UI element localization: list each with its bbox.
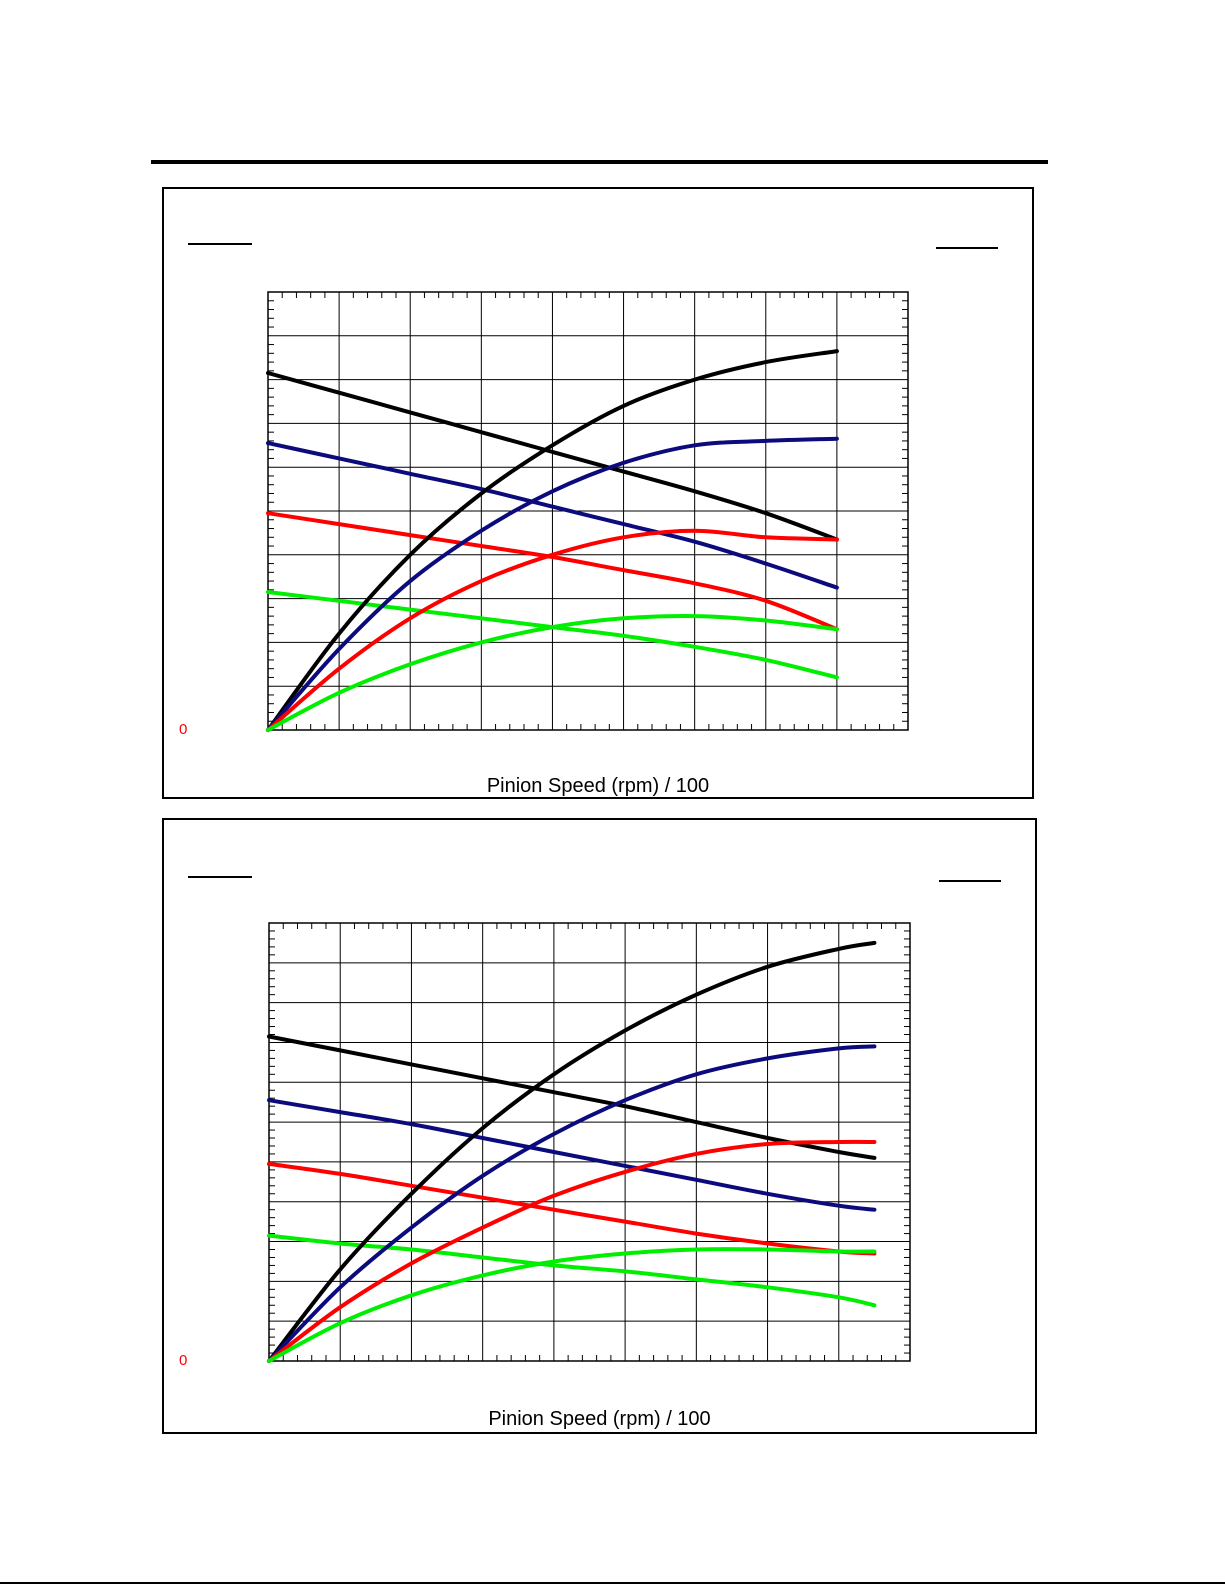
series-line-6 [266, 436, 839, 732]
plot-frame [268, 922, 911, 1362]
legend-stub-left [188, 243, 252, 245]
series-line-8 [266, 614, 839, 732]
legend-stub-right [939, 880, 1001, 882]
series-line-7 [267, 1139, 877, 1363]
line-chart-2 [267, 922, 911, 1363]
series-line-1 [266, 371, 839, 542]
origin-zero-label: 0 [179, 1352, 188, 1369]
series-line-4 [267, 1233, 877, 1308]
chart-panel-1: 0 Pinion Speed (rpm) / 100 [162, 187, 1034, 799]
origin-zero-label: 0 [179, 721, 188, 738]
header-rule [151, 160, 1048, 164]
legend-stub-left [188, 876, 252, 878]
x-axis-label: Pinion Speed (rpm) / 100 [486, 775, 710, 797]
grid [267, 291, 909, 731]
chart-panel-2: 0 Pinion Speed (rpm) / 100 [162, 818, 1037, 1434]
series-line-8 [267, 1247, 877, 1363]
line-chart-1 [266, 291, 909, 732]
plot-frame [267, 291, 909, 731]
series-line-5 [267, 940, 877, 1363]
series-line-6 [267, 1044, 877, 1363]
series-line-3 [267, 1161, 877, 1256]
footer-rule [0, 1582, 1225, 1584]
series-line-5 [266, 349, 839, 732]
series-line-2 [266, 441, 839, 590]
series-line-2 [267, 1098, 877, 1212]
x-axis-label: Pinion Speed (rpm) / 100 [488, 1408, 711, 1430]
series-line-3 [266, 511, 839, 632]
legend-stub-right [936, 247, 998, 249]
series-line-7 [266, 528, 839, 732]
